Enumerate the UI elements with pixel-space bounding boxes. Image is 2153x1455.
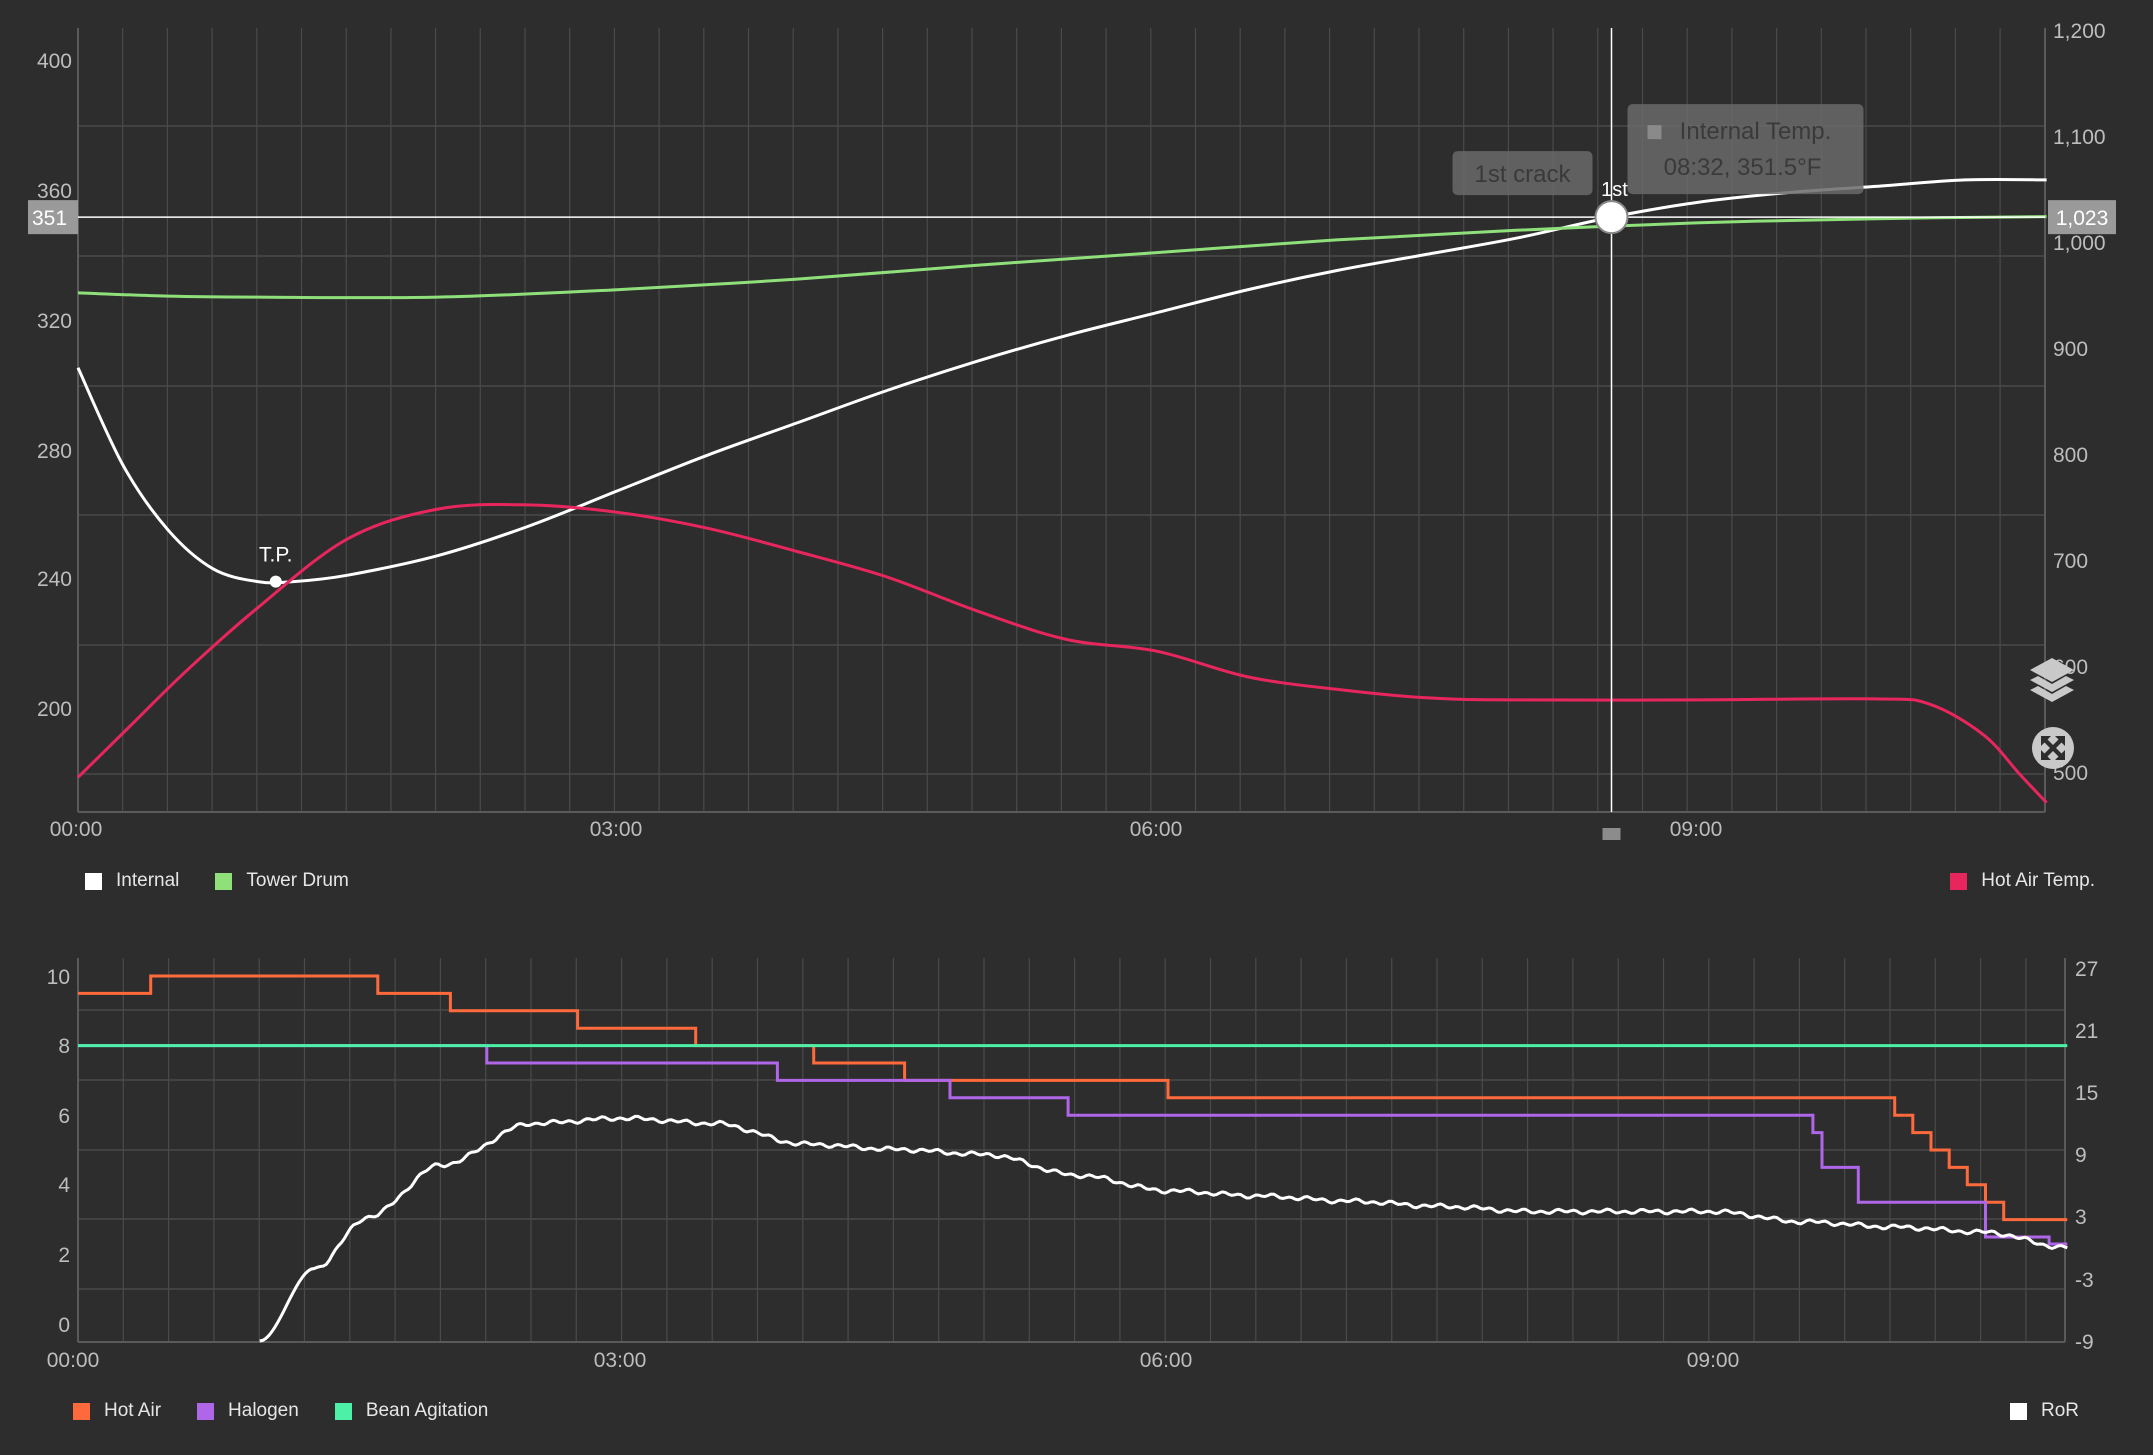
x-tick-label: 00:00 [50, 818, 103, 841]
layers-icon[interactable] [2030, 658, 2074, 702]
tick-label: 6 [58, 1105, 70, 1128]
bottom-chart-series [78, 974, 2068, 1343]
legend-swatch [215, 872, 233, 890]
legend-swatch [85, 872, 102, 890]
series-hot-air [78, 974, 2068, 1222]
tick-label: 500 [2053, 762, 2088, 785]
series-tower-drum [77, 215, 2047, 300]
legend-label: Bean Agitation [365, 1400, 489, 1421]
top-legend-right: Hot Air Temp. [1950, 870, 2117, 892]
tick-label: 1,200 [2053, 20, 2106, 43]
bottom-legend-left: Hot Air Halogen Bean Agitation [73, 1400, 510, 1422]
legend-item[interactable]: Hot Air Temp. [1950, 870, 2095, 892]
tick-label: 360 [37, 180, 72, 203]
top-chart-series [76, 177, 2048, 804]
legend-item[interactable]: Halogen [197, 1400, 299, 1422]
turning-point-marker: T.P. [259, 544, 292, 588]
bottom-legend-right: RoR [2009, 1400, 2101, 1422]
series-internal [76, 177, 2047, 585]
legend-swatch [73, 1402, 90, 1420]
bottom-x-axis: 00:00 03:00 06:00 09:00 [47, 1349, 1740, 1372]
crosshair: 351 1,023 [28, 28, 2116, 840]
legend-swatch [334, 1402, 352, 1420]
tick-label: 4 [58, 1174, 70, 1197]
legend-swatch [2009, 1402, 2027, 1420]
tick-label: -9 [2075, 1331, 2094, 1354]
tick-label: 1,000 [2053, 232, 2106, 255]
bottom-right-axis: 27 21 15 9 3 -3 -9 [2075, 958, 2098, 1354]
event-tooltip: 1st crack [1452, 151, 1593, 196]
legend-item[interactable]: Internal [85, 870, 179, 892]
tp-label: T.P. [259, 544, 292, 567]
tick-label: 27 [2075, 958, 2098, 981]
legend-label: Internal [116, 870, 180, 891]
x-tick-label: 09:00 [1687, 1349, 1740, 1372]
tick-label: 3 [2075, 1206, 2087, 1229]
tooltip-title: Internal Temp. [1680, 118, 1832, 145]
tick-label: 400 [37, 50, 72, 73]
x-tick-label: 00:00 [47, 1349, 100, 1372]
value-tooltip: Internal Temp. 08:32, 351.5°F [1627, 104, 1864, 195]
legend-label: Tower Drum [246, 870, 349, 891]
x-tick-label: 03:00 [594, 1349, 647, 1372]
first-crack-label: 1st [1601, 179, 1628, 201]
x-tick-label: 09:00 [1670, 818, 1723, 841]
bottom-chart-grid [77, 958, 2066, 1343]
tick-label: 700 [2053, 550, 2088, 573]
tick-label: 10 [47, 966, 70, 989]
event-tooltip-text: 1st crack [1474, 161, 1571, 188]
tick-label: 9 [2075, 1144, 2087, 1167]
legend-item[interactable]: RoR [2009, 1400, 2079, 1422]
tooltip-value: 08:32, 351.5°F [1664, 154, 1822, 181]
series-ror [259, 1114, 2068, 1343]
tick-label: 280 [37, 440, 72, 463]
x-tick-label: 06:00 [1140, 1349, 1193, 1372]
tick-label: 15 [2075, 1082, 2098, 1105]
series-hot-air-temp [76, 503, 2048, 804]
tick-label: 800 [2053, 444, 2088, 467]
tp-dot [269, 575, 282, 588]
tick-label: 320 [37, 310, 72, 333]
legend-label: Halogen [228, 1400, 299, 1421]
tick-label: 1,100 [2053, 126, 2106, 149]
series-halogen [78, 1044, 2068, 1246]
top-x-axis: 00:00 03:00 06:00 09:00 [50, 818, 1723, 841]
legend-label: Hot Air Temp. [1981, 870, 2095, 891]
expand-icon[interactable] [2032, 727, 2074, 769]
crosshair-drag-handle[interactable] [1602, 828, 1621, 840]
tick-label: 240 [37, 568, 72, 591]
legend-swatch [1950, 872, 1968, 890]
tick-label: 2 [58, 1244, 70, 1267]
top-legend-left: Internal Tower Drum [85, 870, 371, 892]
tick-label: 200 [37, 698, 72, 721]
tick-label: 0 [58, 1314, 70, 1337]
tick-label: 21 [2075, 1020, 2098, 1043]
bottom-left-axis: 10 8 6 4 2 0 [47, 966, 71, 1337]
x-tick-label: 03:00 [590, 818, 643, 841]
crosshair-right-value: 1,023 [2056, 207, 2109, 230]
tick-label: -3 [2075, 1269, 2094, 1292]
crosshair-right-value-box [2048, 200, 2116, 235]
legend-item[interactable]: Tower Drum [215, 870, 349, 892]
tick-label: 8 [58, 1035, 70, 1058]
crosshair-left-value: 351 [32, 207, 67, 230]
legend-item[interactable]: Bean Agitation [334, 1400, 489, 1422]
first-crack-dot[interactable] [1594, 200, 1629, 235]
x-tick-label: 06:00 [1130, 818, 1183, 841]
top-left-axis: 400 360 320 280 240 200 [37, 50, 72, 721]
legend-label: Hot Air [104, 1400, 162, 1421]
first-crack-marker[interactable]: 1st [1594, 179, 1629, 235]
legend-item[interactable]: Hot Air [73, 1400, 161, 1422]
legend-label: RoR [2040, 1400, 2079, 1421]
legend-swatch [197, 1402, 215, 1420]
tooltip-series-swatch [1647, 125, 1662, 140]
crosshair-left-value-box [28, 200, 78, 235]
tick-label: 900 [2053, 338, 2088, 361]
